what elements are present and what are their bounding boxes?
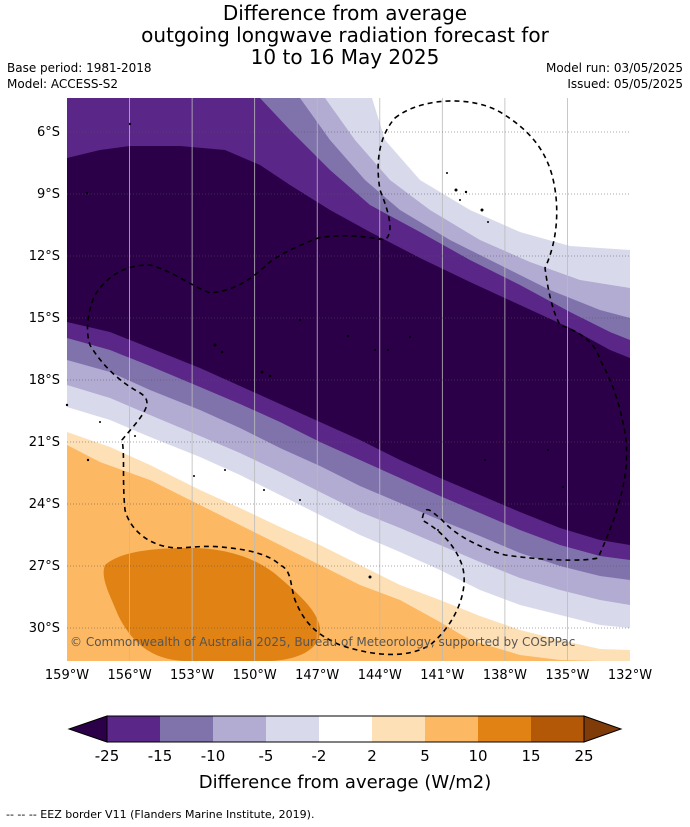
lat-label: 27°S bbox=[29, 559, 60, 574]
title-line-1: Difference from average bbox=[222, 1, 468, 25]
colorbar-tick: 25 bbox=[574, 747, 593, 765]
lon-label: 156°W bbox=[108, 668, 152, 683]
colorbar-tick: -5 bbox=[259, 747, 274, 765]
map-title: Difference from average outgoing longwav… bbox=[0, 2, 690, 68]
base-period: Base period: 1981-2018 bbox=[7, 61, 152, 75]
colorbar-tick: 10 bbox=[468, 747, 487, 765]
colorbar-tick: 15 bbox=[521, 747, 540, 765]
colorbar-bin bbox=[372, 716, 425, 742]
colorbar-bin bbox=[107, 716, 160, 742]
model-name: Model: ACCESS-S2 bbox=[7, 77, 119, 91]
colorbar-tick: 5 bbox=[420, 747, 430, 765]
latitude-labels: 6°S 9°S 12°S 15°S 18°S 21°S 24°S 27°S 30… bbox=[29, 125, 60, 636]
colorbar-bin bbox=[425, 716, 478, 742]
islands bbox=[65, 122, 564, 579]
lon-label: 141°W bbox=[420, 668, 464, 683]
lon-label: 153°W bbox=[170, 668, 214, 683]
colorbar-bin bbox=[160, 716, 213, 742]
colorbar-ticks: -25 -15 -10 -5 -2 2 5 10 15 25 bbox=[95, 747, 594, 765]
colorbar-label: Difference from average (W/m2) bbox=[198, 772, 492, 793]
lat-label: 18°S bbox=[29, 373, 60, 388]
colorbar-tick: -10 bbox=[201, 747, 226, 765]
meta-right: Model run: 03/05/2025 Issued: 05/05/2025 bbox=[546, 60, 683, 92]
colorbar-tick: -25 bbox=[95, 747, 120, 765]
field-10-15 bbox=[103, 548, 321, 661]
lat-label: 12°S bbox=[29, 249, 60, 264]
colorbar-above-arrow bbox=[583, 715, 623, 743]
lon-label: 144°W bbox=[358, 668, 402, 683]
lon-label: 150°W bbox=[233, 668, 277, 683]
lon-label: 135°W bbox=[545, 668, 589, 683]
graticule bbox=[129, 98, 568, 661]
copyright-text: © Commonwealth of Australia 2025, Bureau… bbox=[70, 635, 575, 649]
lat-label: 24°S bbox=[29, 497, 60, 512]
lat-label: 6°S bbox=[37, 125, 60, 140]
lat-label: 30°S bbox=[29, 621, 60, 636]
lat-label: 21°S bbox=[29, 435, 60, 450]
title-line-3: 10 to 16 May 2025 bbox=[250, 45, 440, 69]
graticule-lat bbox=[67, 131, 630, 629]
lon-label: 159°W bbox=[45, 668, 89, 683]
meta-left: Base period: 1981-2018 Model: ACCESS-S2 bbox=[7, 60, 152, 92]
colorbar-bin bbox=[531, 716, 584, 742]
colorbar-tick: -2 bbox=[312, 747, 327, 765]
issued-date: Issued: 05/05/2025 bbox=[567, 77, 683, 91]
lat-label: 15°S bbox=[29, 311, 60, 326]
colorbar-bin bbox=[213, 716, 266, 742]
colorbar-below-arrow bbox=[67, 715, 108, 743]
colorbar-tick: -15 bbox=[148, 747, 173, 765]
model-run: Model run: 03/05/2025 bbox=[545, 61, 683, 75]
colorbar-tick: 2 bbox=[367, 747, 377, 765]
lon-label: 147°W bbox=[295, 668, 339, 683]
longitude-labels: 159°W 156°W 153°W 150°W 147°W 144°W 141°… bbox=[45, 668, 652, 683]
eez-legend-footer: -- -- -- EEZ border V11 (Flanders Marine… bbox=[6, 808, 315, 821]
field-below-minus25 bbox=[67, 146, 630, 545]
colorbar-bin bbox=[478, 716, 531, 742]
colorbar-bins bbox=[107, 716, 584, 742]
colorbar-bin bbox=[319, 716, 372, 742]
lon-label: 138°W bbox=[483, 668, 527, 683]
lat-label: 9°S bbox=[37, 187, 60, 202]
colorbar-bin bbox=[266, 716, 319, 742]
title-line-2: outgoing longwave radiation forecast for bbox=[141, 23, 549, 47]
lon-label: 132°W bbox=[608, 668, 652, 683]
contour-fields bbox=[67, 98, 630, 661]
colorbar: -25 -15 -10 -5 -2 2 5 10 15 25 bbox=[67, 715, 623, 765]
